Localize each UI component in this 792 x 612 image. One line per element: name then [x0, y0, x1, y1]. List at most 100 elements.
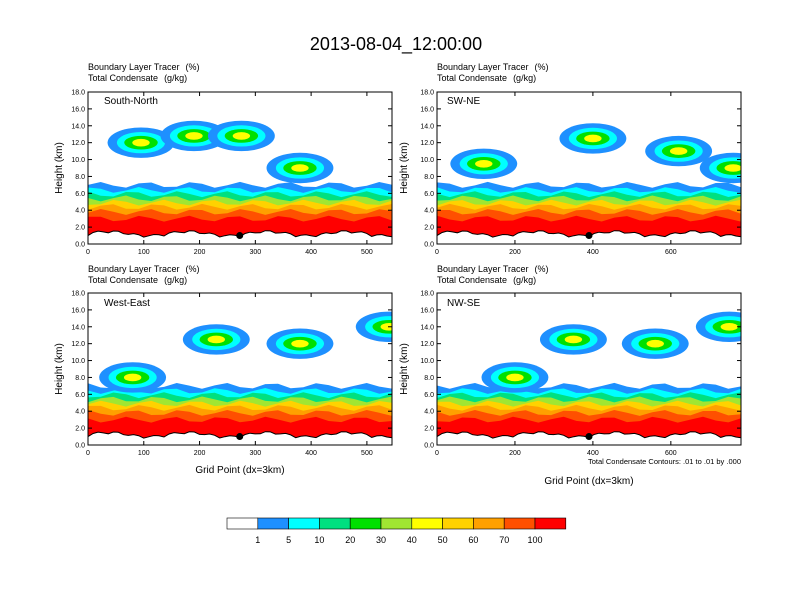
y-tick-label: 14.0: [420, 123, 434, 130]
cloud-region: [291, 164, 309, 172]
y-tick-label: 10.0: [71, 157, 85, 164]
y-tick-label: 8.0: [424, 375, 434, 382]
y-tick-label: 2.0: [424, 225, 434, 232]
cloud-region: [475, 159, 493, 168]
y-tick-label: 18.0: [71, 291, 85, 298]
colorbar-swatch: [257, 517, 289, 530]
y-tick-label: 16.0: [420, 106, 434, 113]
x-tick-label: 400: [587, 249, 599, 256]
panel-south-north: Boundary Layer Tracer (%) Total Condensat…: [54, 62, 393, 256]
y-tick-label: 6.0: [424, 191, 434, 198]
cloud-region: [291, 339, 309, 348]
colorbar-label: 50: [438, 535, 448, 545]
subtitle-line1: Boundary Layer Tracer (%): [88, 62, 200, 72]
x-tick-label: 200: [194, 450, 206, 457]
panel-nw-se: Boundary Layer Tracer (%) Total Condensat…: [399, 264, 742, 487]
colorbar-label: 100: [527, 535, 542, 545]
y-tick-label: 18.0: [420, 291, 434, 298]
x-axis-label: Grid Point (dx=3km): [544, 476, 633, 487]
panel-name: SW-NE: [447, 96, 480, 107]
x-tick-label: 100: [138, 249, 150, 256]
x-tick-label: 600: [665, 450, 677, 457]
y-axis-label: Height (km): [399, 343, 410, 395]
y-tick-label: 4.0: [424, 208, 434, 215]
x-tick-label: 300: [249, 249, 261, 256]
x-tick-label: 0: [86, 450, 90, 457]
colorbar-label: 10: [314, 535, 324, 545]
location-marker: [236, 232, 244, 240]
panel-west-east: Boundary Layer Tracer (%) Total Condensat…: [54, 264, 393, 476]
cloud-region: [380, 322, 392, 331]
y-axis-label: Height (km): [54, 142, 65, 194]
y-tick-label: 8.0: [75, 174, 85, 181]
cloud-region: [132, 138, 150, 147]
subtitle-line2: Total Condensate (g/kg): [88, 73, 187, 83]
cloud-region: [669, 147, 688, 155]
colorbar-label: 5: [286, 535, 291, 545]
y-tick-label: 12.0: [420, 341, 434, 348]
panel-name: West-East: [104, 298, 150, 309]
cloud-region: [185, 132, 203, 140]
colorbar-label: 70: [499, 535, 509, 545]
cloud-region: [724, 164, 741, 172]
colorbar: 1 5 10 20 30 40 50 60 70 100: [226, 517, 567, 545]
subtitle-line2: Total Condensate (g/kg): [437, 73, 536, 83]
y-tick-label: 10.0: [71, 358, 85, 365]
cloud-region: [646, 339, 664, 348]
x-tick-label: 500: [361, 450, 373, 457]
panel-sw-ne: Boundary Layer Tracer (%) Total Condensat…: [399, 62, 742, 256]
colorbar-label: 20: [345, 535, 355, 545]
colorbar-swatch: [534, 517, 567, 530]
subtitle-line1: Boundary Layer Tracer (%): [437, 62, 549, 72]
figure-title: 2013-08-04_12:00:00: [310, 34, 482, 55]
panel-plot: 0.0 2.0 4.0 6.0 8.0 10.0 12.0 14.0 16.0 18.0 0 100 2…: [71, 90, 393, 256]
y-tick-label: 4.0: [75, 409, 85, 416]
y-tick-label: 8.0: [424, 174, 434, 181]
colorbar-swatch: [442, 517, 474, 530]
colorbar-swatch: [411, 517, 443, 530]
cloud-region: [207, 335, 225, 344]
x-tick-label: 200: [194, 249, 206, 256]
plot-frame: [436, 292, 742, 446]
y-tick-label: 18.0: [420, 90, 434, 97]
y-tick-label: 6.0: [75, 392, 85, 399]
x-tick-label: 0: [435, 249, 439, 256]
cloud-region: [232, 132, 251, 140]
plot-frame: [87, 292, 393, 446]
cloud-region: [584, 134, 602, 143]
y-tick-label: 0.0: [75, 443, 85, 450]
y-tick-label: 2.0: [75, 426, 85, 433]
x-tick-label: 400: [305, 249, 317, 256]
panel-plot: 0.0 2.0 4.0 6.0 8.0 10.0 12.0 14.0 16.0 18.0 0 200 4…: [420, 291, 742, 457]
colorbar-label: 1: [255, 535, 260, 545]
y-tick-label: 10.0: [420, 157, 434, 164]
y-tick-label: 2.0: [75, 225, 85, 232]
subtitle-line2: Total Condensate (g/kg): [88, 275, 187, 285]
colorbar-label: 60: [468, 535, 478, 545]
x-tick-label: 400: [305, 450, 317, 457]
location-marker: [585, 433, 593, 441]
x-tick-label: 0: [435, 450, 439, 457]
contour-note: Total Condensate Contours: .01 to .01 by…: [588, 457, 741, 466]
colorbar-label: 40: [407, 535, 417, 545]
subtitle-line2: Total Condensate (g/kg): [437, 275, 536, 285]
y-axis-label: Height (km): [399, 142, 410, 194]
x-tick-label: 300: [249, 450, 261, 457]
y-tick-label: 8.0: [75, 375, 85, 382]
y-tick-label: 14.0: [71, 123, 85, 130]
colorbar-swatch: [226, 517, 259, 530]
panel-plot: 0.0 2.0 4.0 6.0 8.0 10.0 12.0 14.0 16.0 18.0 0 200 4…: [420, 90, 742, 256]
colorbar-swatch: [288, 517, 320, 530]
x-tick-label: 0: [86, 249, 90, 256]
x-tick-label: 100: [138, 450, 150, 457]
y-tick-label: 16.0: [420, 307, 434, 314]
y-tick-label: 10.0: [420, 358, 434, 365]
cloud-region: [123, 373, 142, 382]
colorbar-swatch: [380, 517, 413, 530]
colorbar-swatch: [503, 517, 536, 530]
x-tick-label: 200: [509, 249, 521, 256]
y-tick-label: 6.0: [424, 392, 434, 399]
colorbar-label: 30: [376, 535, 386, 545]
x-tick-label: 400: [587, 450, 599, 457]
y-tick-label: 12.0: [420, 140, 434, 147]
